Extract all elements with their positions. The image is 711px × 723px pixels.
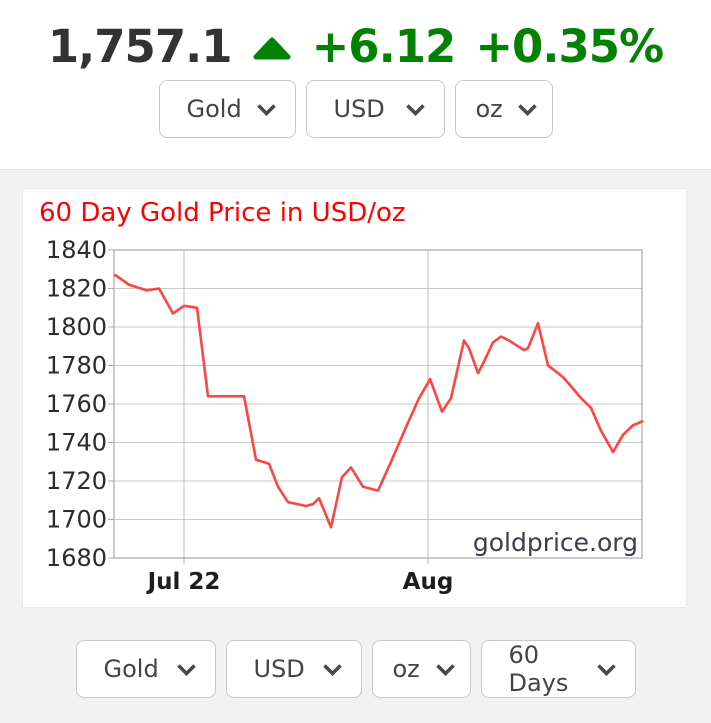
y-tick-label: 1840 (46, 236, 107, 264)
unit-select-value: oz (392, 655, 420, 683)
y-tick-label: 1780 (46, 352, 107, 380)
currency-select-bottom[interactable]: USD (225, 640, 362, 698)
x-tick-label: Jul 22 (146, 569, 221, 595)
currency-select-value: USD (333, 95, 385, 123)
chevron-down-icon (517, 103, 537, 116)
metal-select-bottom[interactable]: Gold (75, 640, 216, 698)
y-tick-label: 1720 (46, 467, 107, 495)
top-controls: Gold USD oz (0, 80, 711, 138)
price-row: 1,757.1 +6.12 +0.35% (0, 0, 711, 73)
price-header: 1,757.1 +6.12 +0.35% Gold USD oz (0, 0, 711, 170)
chart-section: 60 Day Gold Price in USD/oz (0, 170, 711, 723)
x-tick-label: Aug (403, 569, 454, 595)
chevron-down-icon (256, 103, 276, 116)
up-arrow-icon (253, 37, 291, 60)
chevron-down-icon (405, 103, 425, 116)
metal-select-value: Gold (186, 95, 242, 123)
price-line (113, 273, 644, 529)
period-select[interactable]: 60 Days (480, 640, 636, 698)
period-select-value: 60 Days (508, 641, 569, 697)
y-tick-label: 1820 (46, 275, 107, 303)
y-tick-label: 1700 (46, 506, 107, 534)
y-tick-label: 1800 (46, 313, 107, 341)
currency-select[interactable]: USD (305, 80, 445, 138)
metal-select[interactable]: Gold (158, 80, 296, 138)
chart-title: 60 Day Gold Price in USD/oz (39, 198, 406, 228)
y-tick-label: 1680 (46, 544, 107, 572)
watermark: goldprice.org (473, 528, 638, 557)
y-gridlines (114, 288, 642, 520)
price-value: 1,757.1 (47, 20, 233, 73)
x-gridlines (183, 250, 429, 558)
bottom-controls: Gold USD oz 60 Days (0, 640, 711, 698)
chevron-down-icon (596, 663, 616, 676)
metal-select-value: Gold (103, 655, 159, 683)
unit-select[interactable]: oz (454, 80, 553, 138)
y-tick-label: 1740 (46, 429, 107, 457)
plot-border (113, 249, 643, 559)
price-change-absolute: +6.12 (311, 20, 457, 73)
gold-price-chart: 1840 1820 1800 1780 1760 1740 1720 1700 … (46, 236, 644, 595)
axis-ticks (108, 249, 429, 564)
price-change-percent: +0.35% (475, 20, 664, 73)
unit-select-value: oz (475, 95, 503, 123)
chevron-down-icon (435, 663, 455, 676)
chevron-down-icon (322, 663, 342, 676)
y-axis-labels: 1840 1820 1800 1780 1760 1740 1720 1700 … (46, 236, 107, 572)
currency-select-value: USD (253, 655, 305, 683)
chart-card: 60 Day Gold Price in USD/oz (22, 188, 687, 608)
chevron-down-icon (176, 663, 196, 676)
unit-select-bottom[interactable]: oz (371, 640, 471, 698)
x-axis-labels: Jul 22 Aug (146, 569, 454, 595)
y-tick-label: 1760 (46, 390, 107, 418)
